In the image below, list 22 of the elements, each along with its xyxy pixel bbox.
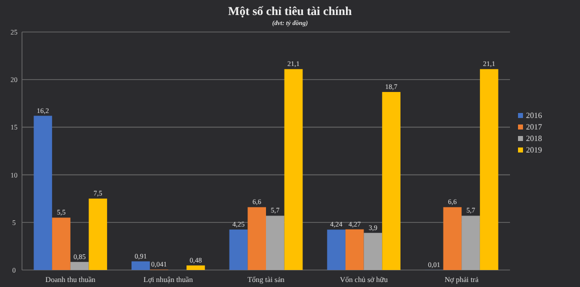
bar bbox=[284, 69, 303, 270]
bar bbox=[52, 218, 70, 270]
bar bbox=[462, 216, 480, 270]
bar bbox=[443, 207, 462, 270]
bar bbox=[248, 207, 266, 270]
bar bbox=[88, 198, 108, 270]
chart-title: Một số chỉ tiêu tài chính bbox=[228, 4, 352, 18]
bar bbox=[70, 262, 89, 270]
bar bbox=[327, 230, 346, 270]
bar bbox=[480, 69, 498, 270]
bar bbox=[132, 261, 150, 270]
bar bbox=[186, 265, 205, 270]
bar bbox=[229, 230, 248, 270]
bar bbox=[266, 216, 284, 270]
bar bbox=[382, 92, 400, 270]
legend-label: 2016 bbox=[526, 111, 542, 120]
bar bbox=[345, 229, 364, 270]
legend-label: 2017 bbox=[526, 122, 542, 132]
bar bbox=[364, 232, 382, 270]
bar bbox=[34, 116, 52, 270]
legend-label: 2018 bbox=[526, 134, 542, 143]
legend-label: 2019 bbox=[526, 146, 542, 154]
